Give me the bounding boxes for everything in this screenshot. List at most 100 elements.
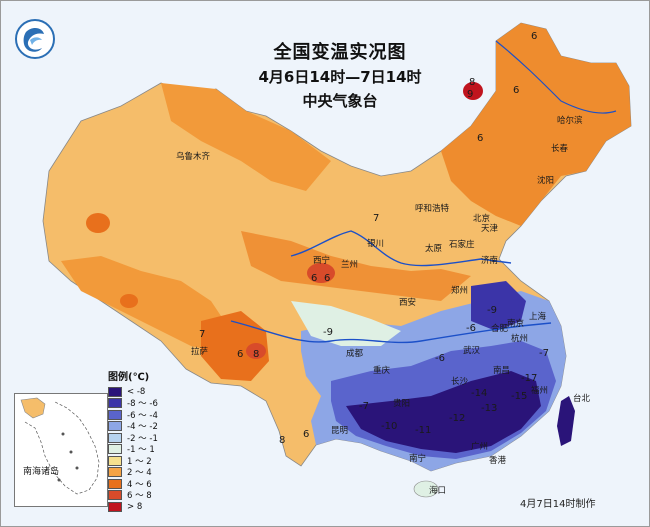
value-label: -6 xyxy=(466,323,476,334)
city-label: 海口 xyxy=(429,485,446,496)
legend-swatch xyxy=(108,455,122,466)
city-label: 南宁 xyxy=(409,453,426,464)
taiwan-island xyxy=(557,396,575,446)
legend-swatch xyxy=(108,501,122,512)
city-label: 拉萨 xyxy=(191,346,209,357)
inset-label: 南海诸岛 xyxy=(23,467,60,477)
value-label: -7 xyxy=(539,348,549,359)
city-label: 郑州 xyxy=(451,285,468,296)
legend-label: -8 ～ -6 xyxy=(127,399,158,410)
value-label: 6 xyxy=(531,31,537,42)
legend-item: -2 ～ -1 xyxy=(108,432,168,444)
city-label: 呼和浩特 xyxy=(415,203,450,214)
heilong-river xyxy=(495,40,617,114)
value-label: 7 xyxy=(199,329,205,340)
value-label: -15 xyxy=(511,391,527,402)
city-label: 兰州 xyxy=(341,259,358,270)
inset-map xyxy=(20,397,100,495)
city-label: 西安 xyxy=(399,297,416,308)
city-label: 上海 xyxy=(529,311,547,322)
warm-region-north xyxy=(161,83,331,191)
legend-label: -1 ～ 1 xyxy=(127,445,155,456)
hainan-island xyxy=(413,480,439,498)
legend-swatch xyxy=(108,421,122,432)
city-label: 福州 xyxy=(531,385,548,396)
city-label: 重庆 xyxy=(373,365,391,376)
city-label: 长沙 xyxy=(451,376,469,387)
hot-spot xyxy=(86,213,110,233)
legend-label: 1 ～ 2 xyxy=(127,456,152,467)
legend-title: 图例(℃) xyxy=(108,372,150,383)
city-label: 乌鲁木齐 xyxy=(176,151,211,162)
warm-region-tibet xyxy=(201,311,269,381)
value-label: -12 xyxy=(449,413,465,424)
very-cold-region xyxy=(346,371,541,453)
legend: 图例(℃) < -8 -8 ～ -6 -6 ～ -4 -4 ～ -2 -2 ～ -1 -1… xyxy=(108,368,168,513)
city-label: 银川 xyxy=(367,238,384,249)
value-label: 8 xyxy=(253,349,259,360)
city-label: 沈阳 xyxy=(537,175,554,186)
city-label: 合肥 xyxy=(491,323,509,334)
value-label: -9 xyxy=(323,327,333,338)
value-label: 9 xyxy=(467,89,473,100)
yangtze-river xyxy=(230,320,552,344)
city-label: 石家庄 xyxy=(449,239,475,250)
hot-spot xyxy=(307,263,335,283)
value-label: 6 xyxy=(477,133,483,144)
value-label: 8 xyxy=(279,435,285,446)
value-label: -17 xyxy=(521,373,537,384)
value-label: -9 xyxy=(487,305,497,316)
legend-item: < -8 xyxy=(108,386,168,398)
city-label: 香港 xyxy=(489,455,507,466)
value-label: 6 xyxy=(237,349,243,360)
legend-label: 2 ～ 4 xyxy=(127,468,152,479)
city-label: 杭州 xyxy=(511,333,528,344)
hot-spot xyxy=(246,343,266,359)
value-label: -11 xyxy=(415,425,431,436)
value-label: -14 xyxy=(471,388,487,399)
value-label: -10 xyxy=(381,421,397,432)
legend-swatch xyxy=(108,490,122,501)
map-period: 4月6日14时—7日14时 xyxy=(258,68,422,86)
city-label: 台北 xyxy=(573,393,591,404)
city-label: 长春 xyxy=(551,143,569,154)
legend-item: -4 ～ -2 xyxy=(108,421,168,433)
city-label: 天津 xyxy=(481,223,499,234)
south-china-sea-inset: 南海诸岛 xyxy=(14,393,108,507)
city-label: 贵阳 xyxy=(393,398,410,409)
legend-swatch xyxy=(108,467,122,478)
production-credit: 4月7日14时制作 xyxy=(520,499,596,510)
legend-swatch xyxy=(108,444,122,455)
hot-spot xyxy=(120,294,138,308)
value-label: -7 xyxy=(359,401,369,412)
legend-swatch xyxy=(108,409,122,420)
legend-item: -6 ～ -4 xyxy=(108,409,168,421)
value-label: 8 xyxy=(469,77,475,88)
warm-region-west xyxy=(61,256,231,351)
map-agency: 中央气象台 xyxy=(302,92,378,110)
legend-label: 6 ～ 8 xyxy=(127,491,152,502)
city-label: 济南 xyxy=(481,255,498,266)
legend-swatch xyxy=(108,386,122,397)
value-label: 7 xyxy=(373,213,379,224)
legend-label: 4 ～ 6 xyxy=(127,479,152,490)
legend-label: -4 ～ -2 xyxy=(127,422,158,433)
city-label: 西宁 xyxy=(313,255,330,266)
map-title: 全国变温实况图 xyxy=(273,42,407,63)
value-label: 6 xyxy=(311,273,317,284)
legend-swatch xyxy=(108,398,122,409)
warm-region-northeast xyxy=(441,23,631,226)
warm-region-central xyxy=(241,231,471,301)
value-label: -13 xyxy=(481,403,497,414)
cool-region-central xyxy=(291,301,401,346)
legend-label: < -8 xyxy=(127,386,146,397)
legend-item: -1 ～ 1 xyxy=(108,444,168,456)
legend-item: 6 ～ 8 xyxy=(108,490,168,502)
city-label: 成都 xyxy=(346,348,364,359)
value-label: 6 xyxy=(513,85,519,96)
legend-label: > 8 xyxy=(127,501,143,512)
hot-spot xyxy=(463,82,483,100)
city-label: 北京 xyxy=(473,213,490,224)
